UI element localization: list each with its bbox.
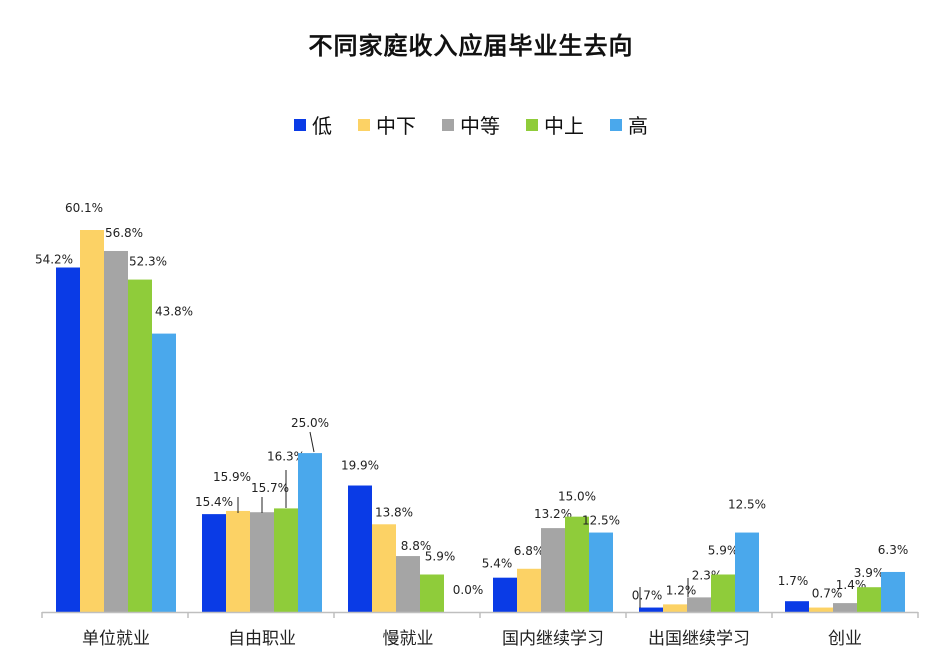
- bar-1-3: [274, 508, 298, 612]
- legend-item-4: 高: [610, 110, 648, 139]
- category-label: 国内继续学习: [502, 629, 604, 649]
- bar-3-2: [541, 528, 565, 612]
- bar-5-3: [857, 587, 881, 612]
- bar-0-1: [80, 230, 104, 612]
- data-label: 13.2%: [534, 507, 572, 521]
- data-label: 12.5%: [582, 514, 620, 528]
- data-label: 3.9%: [854, 566, 885, 580]
- data-label: 12.5%: [728, 498, 766, 512]
- legend-swatch: [526, 118, 538, 131]
- bar-2-0: [348, 485, 372, 612]
- data-label: 6.8%: [514, 544, 545, 558]
- legend: 低 中下 中等 中上 高: [0, 110, 942, 139]
- data-label: 54.2%: [35, 253, 73, 267]
- leader-line: [309, 431, 315, 453]
- legend-label: 高: [628, 114, 648, 138]
- data-label: 6.3%: [878, 543, 909, 557]
- bar-1-0: [202, 514, 226, 612]
- category-label: 自由职业: [228, 629, 296, 649]
- bar-2-1: [372, 524, 396, 612]
- data-label: 0.7%: [632, 589, 663, 603]
- bar-0-3: [128, 279, 152, 612]
- category-label: 慢就业: [383, 628, 434, 649]
- legend-swatch: [358, 118, 370, 131]
- category-label: 出国继续学习: [648, 629, 750, 649]
- bar-3-0: [493, 577, 517, 612]
- bar-4-4: [735, 532, 759, 612]
- data-label: 25.0%: [291, 416, 329, 430]
- bar-0-4: [152, 333, 176, 612]
- bar-1-1: [226, 510, 250, 612]
- bar-1-4: [298, 453, 322, 612]
- data-label: 16.3%: [267, 449, 305, 463]
- data-label: 0.0%: [453, 583, 484, 597]
- bar-1-2: [250, 512, 274, 612]
- legend-item-0: 低: [294, 110, 332, 139]
- legend-swatch: [610, 118, 622, 131]
- data-label: 0.7%: [812, 587, 843, 601]
- legend-label: 低: [312, 114, 332, 138]
- data-label: 60.1%: [65, 201, 103, 215]
- data-label: 13.8%: [375, 505, 413, 519]
- bar-0-0: [56, 267, 80, 612]
- data-label: 5.9%: [425, 549, 456, 563]
- bar-5-2: [833, 603, 857, 612]
- data-label: 15.4%: [195, 495, 233, 509]
- data-label: 1.2%: [666, 583, 697, 597]
- bar-0-2: [104, 250, 128, 612]
- bar-4-3: [711, 574, 735, 612]
- legend-item-3: 中上: [526, 110, 584, 139]
- data-label: 56.8%: [105, 226, 143, 240]
- bar-3-4: [589, 532, 613, 612]
- bar-5-1: [809, 607, 833, 612]
- legend-swatch: [294, 118, 306, 131]
- data-label: 15.0%: [558, 490, 596, 504]
- data-label: 8.8%: [401, 539, 432, 553]
- category-label: 单位就业: [82, 629, 150, 649]
- bar-3-1: [517, 568, 541, 612]
- legend-label: 中等: [460, 114, 500, 138]
- data-label: 15.7%: [251, 481, 289, 495]
- bar-2-2: [396, 556, 420, 612]
- legend-label: 中下: [376, 114, 416, 138]
- data-label: 15.9%: [213, 470, 251, 484]
- data-label: 19.9%: [341, 459, 379, 473]
- chart-title: 不同家庭收入应届毕业生去向: [308, 32, 634, 60]
- bar-4-1: [663, 604, 687, 612]
- data-label: 52.3%: [129, 255, 167, 269]
- legend-item-2: 中等: [442, 110, 500, 139]
- legend-swatch: [442, 118, 454, 131]
- data-label: 5.9%: [708, 543, 739, 557]
- bar-5-0: [785, 601, 809, 612]
- category-label: 创业: [828, 629, 862, 649]
- bar-2-3: [420, 574, 444, 612]
- data-label: 1.7%: [778, 574, 809, 588]
- bar-3-3: [565, 516, 589, 612]
- bar-5-4: [881, 571, 905, 612]
- bar-4-2: [687, 597, 711, 612]
- data-label: 43.8%: [155, 305, 193, 319]
- data-label: 5.4%: [482, 557, 513, 571]
- bar-4-0: [639, 607, 663, 612]
- legend-item-1: 中下: [358, 110, 416, 139]
- legend-label: 中上: [544, 114, 584, 138]
